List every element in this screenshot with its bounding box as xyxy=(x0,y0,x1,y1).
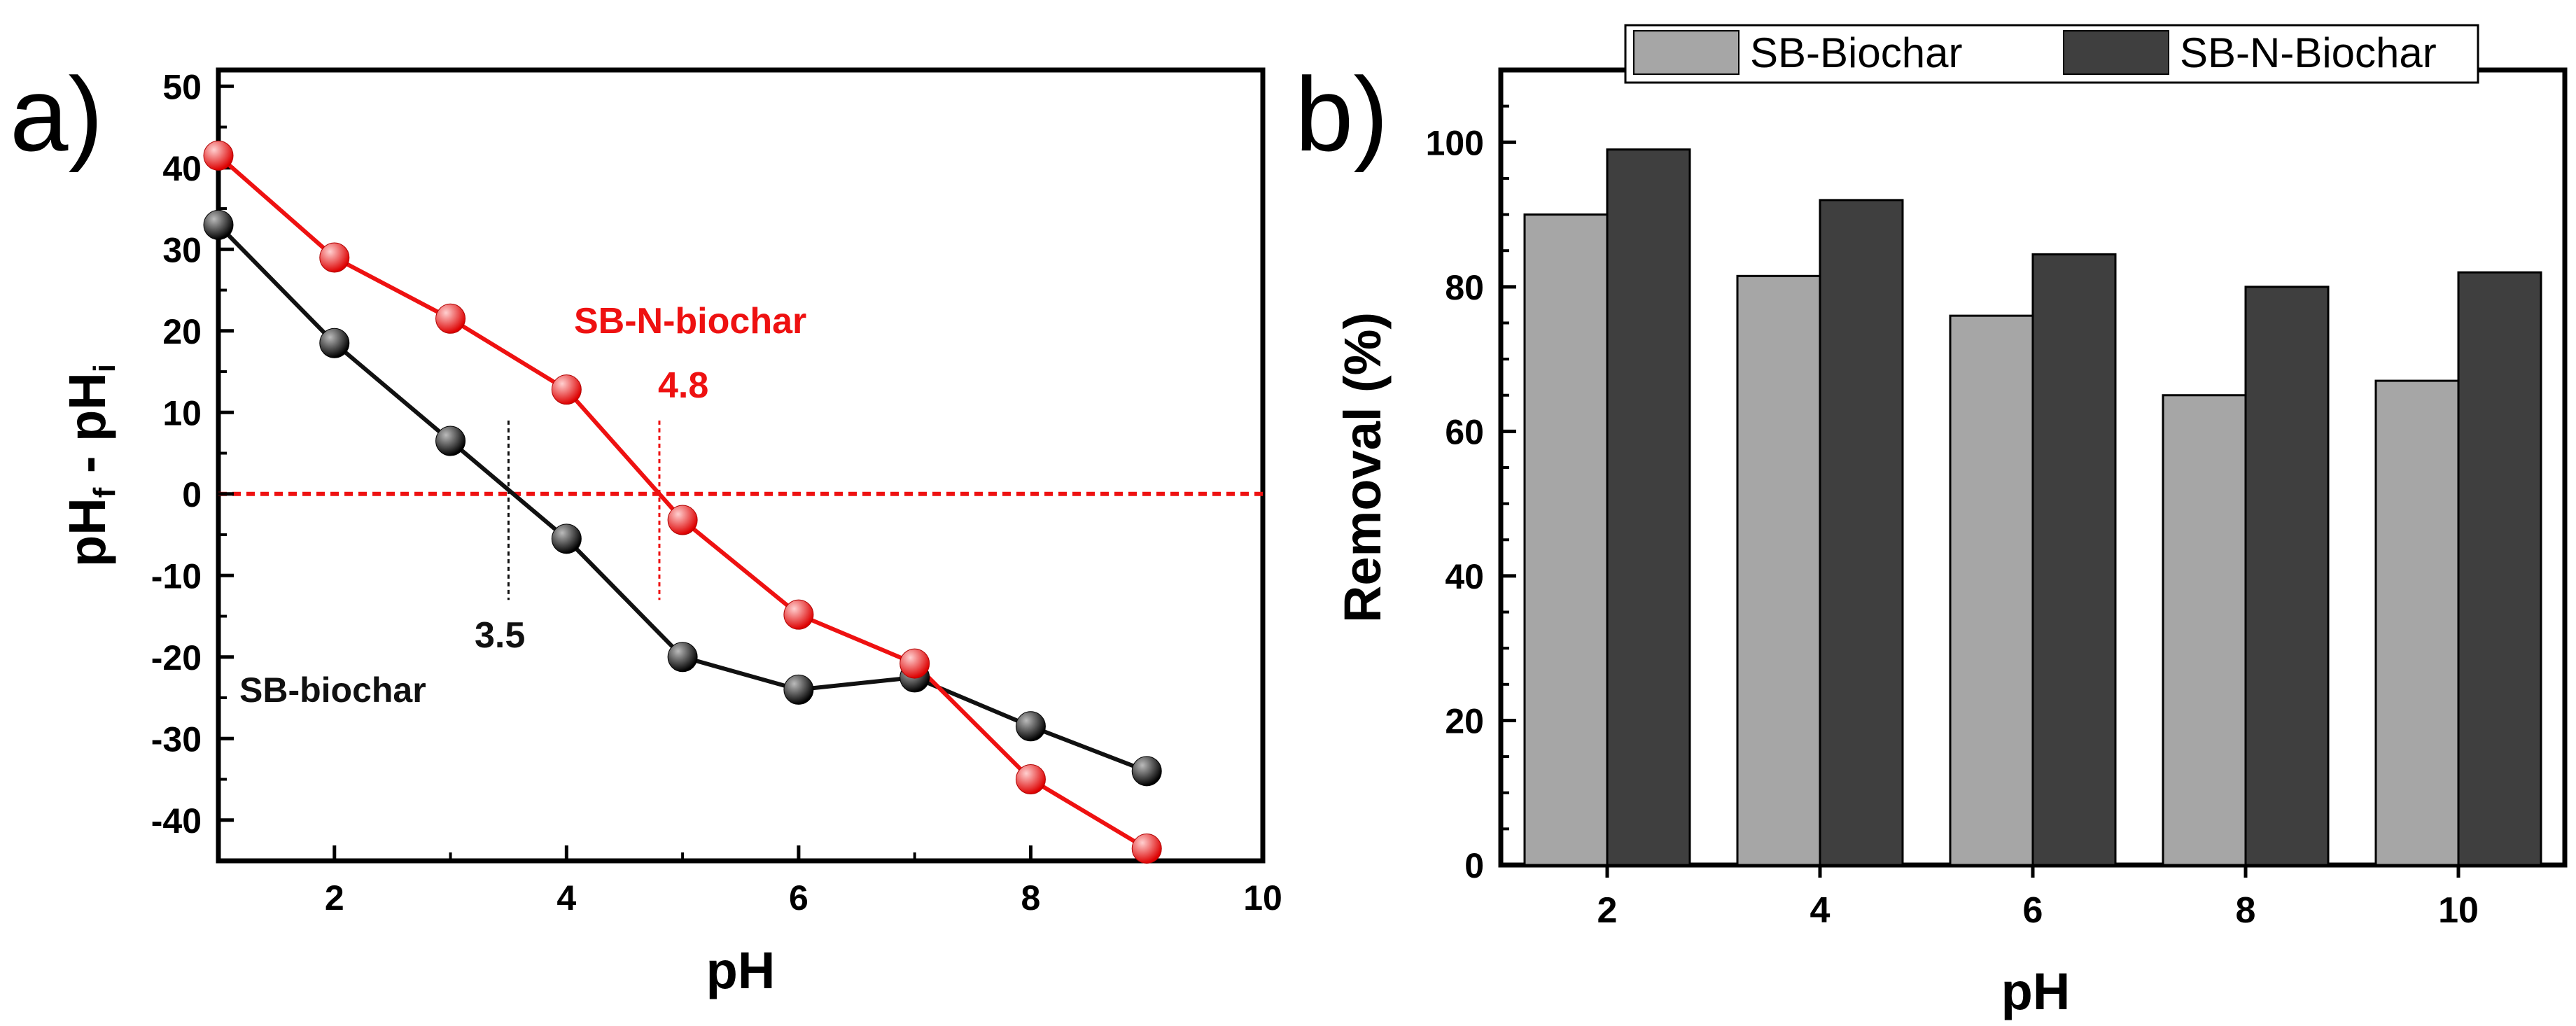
y-label-part-ph: pH xyxy=(58,498,116,567)
legend-swatch-sb-biochar xyxy=(1633,30,1740,75)
y-tick-label: 40 xyxy=(162,149,202,188)
legend-label-sb-n-biochar: SB-N-Biochar xyxy=(2180,29,2437,76)
data-point-sb-biochar xyxy=(667,642,698,673)
panel-b-bar-chart: b) 0 20 40 60 80 100 2 4 6 8 10 SB-Biochar SB-N-B… xyxy=(1295,24,2568,1020)
data-point-sb-n-biochar xyxy=(667,505,698,535)
panel-a-x-axis: 2 4 6 8 10 xyxy=(217,845,1282,918)
y-tick-label: -40 xyxy=(151,801,202,841)
bar-sb-biochar-ph-10 xyxy=(2374,379,2460,866)
data-point-sb-n-biochar xyxy=(551,374,582,405)
annotation-sb-n-biochar: SB-N-biochar xyxy=(574,301,806,342)
data-point-sb-biochar xyxy=(203,209,234,240)
x-tick-label: 10 xyxy=(2438,890,2479,931)
panel-a-series xyxy=(203,140,1162,864)
x-tick-label: 2 xyxy=(325,878,344,918)
x-tick-label: 6 xyxy=(2023,890,2043,931)
legend-swatch-sb-n-biochar xyxy=(2063,30,2169,75)
panel-b-x-axis-label: pH xyxy=(2001,962,2071,1020)
y-tick-label: 60 xyxy=(1445,412,1484,451)
panel-a-x-axis-label: pH xyxy=(706,941,776,999)
data-point-sb-biochar xyxy=(1015,711,1046,742)
y-tick-label: -20 xyxy=(151,638,202,677)
data-point-sb-biochar xyxy=(319,328,350,358)
y-tick-label: 10 xyxy=(162,393,202,433)
data-point-sb-n-biochar xyxy=(1131,834,1162,864)
annotation-sb-biochar: SB-biochar xyxy=(239,670,426,710)
bar-sb-biochar-ph-2 xyxy=(1523,213,1609,866)
y-tick-label: 0 xyxy=(182,475,202,514)
panel-a-y-axis: -40 -30 -20 -10 0 10 20 30 40 50 xyxy=(151,67,234,841)
y-tick-label: -30 xyxy=(151,719,202,759)
y-tick-label: -10 xyxy=(151,556,202,596)
data-point-sb-biochar xyxy=(435,426,466,456)
bar-sb-biochar-ph-6 xyxy=(1949,314,2034,866)
data-point-sb-n-biochar xyxy=(435,303,466,334)
bar-sb-biochar-ph-4 xyxy=(1736,274,1821,866)
data-point-sb-n-biochar xyxy=(203,140,234,171)
panel-b-x-axis: 2 4 6 8 10 xyxy=(1597,865,2479,931)
y-tick-label: 30 xyxy=(162,230,202,269)
data-point-sb-n-biochar xyxy=(783,599,814,630)
x-tick-label: 10 xyxy=(1243,878,1282,918)
data-point-sb-biochar xyxy=(783,674,814,705)
y-tick-label: 80 xyxy=(1445,268,1484,307)
y-tick-label: 40 xyxy=(1445,557,1484,596)
y-label-sub-i: i xyxy=(88,364,122,372)
data-point-sb-n-biochar xyxy=(1015,764,1046,795)
panel-a-label: a) xyxy=(10,55,103,173)
series-line-sb-n-biochar xyxy=(217,154,1148,851)
bar-sb-n-biochar-ph-2 xyxy=(1606,148,1691,866)
data-point-sb-biochar xyxy=(1131,756,1162,787)
panel-b-legend: SB-Biochar SB-N-Biochar xyxy=(1624,24,2479,84)
bar-sb-n-biochar-ph-8 xyxy=(2244,286,2330,866)
y-label-sub-f: f xyxy=(88,487,122,498)
y-tick-label: 0 xyxy=(1464,846,1484,885)
data-point-sb-biochar xyxy=(551,523,582,554)
y-label-part-minus-ph: - pH xyxy=(58,372,116,487)
panel-a-line-chart: a) -40 -30 -20 -10 0 10 20 30 40 50 2 4 6 8 10 SB-N-b… xyxy=(10,55,1282,999)
y-tick-label: 100 xyxy=(1426,123,1484,162)
panel-b-y-axis: 0 20 40 60 80 100 xyxy=(1426,104,1516,885)
x-tick-label: 4 xyxy=(556,878,576,918)
panel-b-y-axis-label: Removal (%) xyxy=(1334,312,1392,623)
y-tick-label: 20 xyxy=(1445,701,1484,740)
x-tick-label: 2 xyxy=(1597,890,1618,931)
x-tick-label: 8 xyxy=(1021,878,1041,918)
bar-sb-biochar-ph-8 xyxy=(2162,394,2247,866)
panel-b-bars xyxy=(1523,148,2542,866)
bar-sb-n-biochar-ph-10 xyxy=(2457,271,2542,866)
data-point-sb-n-biochar xyxy=(319,242,350,273)
bar-sb-n-biochar-ph-4 xyxy=(1819,199,1904,866)
x-tick-label: 8 xyxy=(2236,890,2256,931)
annotation-pzc-value-black: 3.5 xyxy=(475,615,525,656)
y-tick-label: 20 xyxy=(162,312,202,351)
panel-a-plot-frame xyxy=(216,67,1266,864)
bar-sb-n-biochar-ph-6 xyxy=(2031,253,2117,866)
x-tick-label: 4 xyxy=(1810,890,1830,931)
x-tick-label: 6 xyxy=(789,878,808,918)
data-point-sb-n-biochar xyxy=(899,648,930,679)
legend-box xyxy=(1624,24,2479,84)
legend-label-sb-biochar: SB-Biochar xyxy=(1750,29,1962,76)
annotation-pzc-value-red: 4.8 xyxy=(658,365,708,406)
panel-a-y-axis-label: pHf - pHi xyxy=(58,364,122,567)
y-tick-label: 50 xyxy=(162,67,202,106)
panel-b-label: b) xyxy=(1295,55,1388,173)
